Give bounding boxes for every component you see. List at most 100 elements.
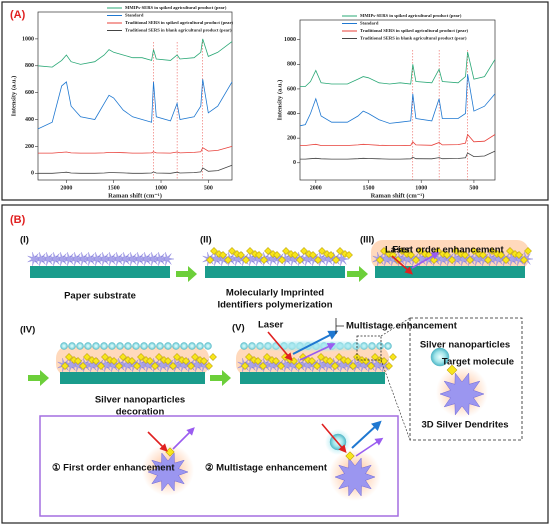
molecule (318, 247, 326, 255)
dendrite (104, 252, 119, 266)
dendrite (97, 252, 112, 266)
nanoparticle (100, 342, 108, 350)
x-axis-label: Raman shift (cm⁻¹) (108, 192, 162, 199)
molecule (137, 353, 145, 361)
spectrum (38, 146, 233, 154)
y-tick-label: 400 (25, 117, 34, 123)
panel-label: (B) (10, 214, 26, 226)
molecule (371, 353, 379, 361)
nanoparticle (188, 342, 196, 350)
spectrum (38, 164, 233, 174)
spectrum (300, 133, 496, 146)
x-tick-label: 500 (469, 185, 478, 191)
molecule (219, 251, 227, 259)
molecule (254, 357, 262, 365)
dendrite (111, 252, 126, 266)
molecule (277, 362, 285, 370)
label: Multistage enhancement (346, 321, 458, 332)
plot-frame (299, 19, 496, 181)
nanoparticle (196, 342, 204, 350)
caption: Silver nanoparticles (95, 395, 185, 406)
nanoparticle (204, 342, 212, 350)
step-label: (II) (200, 235, 212, 246)
nanoparticle (140, 342, 148, 350)
nanoparticle (116, 342, 124, 350)
molecule (300, 247, 308, 255)
dendrite (76, 252, 91, 266)
step-label: (I) (20, 235, 29, 246)
substrate (375, 266, 525, 278)
molecule (97, 362, 105, 370)
process-arrow (28, 370, 49, 386)
legend-label: Traditional SERS in blank agricultural p… (360, 36, 467, 41)
x-tick-label: 1500 (363, 185, 375, 191)
spectrum (299, 74, 496, 127)
spectrum (300, 51, 496, 87)
label: Silver nanoparticles (420, 340, 510, 351)
diagram-text: (I) (II) (III) (IV) (V) Paper substrate … (20, 235, 514, 474)
dendrite (160, 252, 175, 266)
x-axis-label: Raman shift (cm⁻¹) (371, 192, 425, 199)
nanoparticle (108, 342, 116, 350)
molecule (205, 362, 213, 370)
molecule (101, 353, 109, 361)
dendrite (147, 452, 189, 492)
x-tick-label: 2000 (60, 185, 72, 191)
molecule (241, 362, 249, 370)
molecule (210, 247, 218, 255)
molecule (255, 251, 263, 259)
dendrite (118, 252, 133, 266)
molecule (309, 251, 317, 259)
x-tick-label: 2000 (310, 185, 322, 191)
molecule (164, 357, 172, 365)
molecule (389, 353, 397, 361)
process-arrow (210, 370, 231, 386)
molecule (314, 256, 322, 264)
molecule (380, 357, 388, 365)
molecule (92, 357, 100, 365)
legend-box (39, 415, 399, 517)
nanoparticle (92, 342, 100, 350)
legend-label: Traditional SERS in blank agricultural p… (125, 28, 232, 33)
substrate (30, 266, 170, 278)
arrow (351, 420, 382, 449)
nanoparticle (68, 342, 76, 350)
zoom-lines (380, 317, 411, 441)
molecule (367, 362, 375, 370)
nanoparticle (180, 342, 188, 350)
molecule (133, 362, 141, 370)
dendrite (146, 252, 161, 266)
molecule (259, 362, 267, 370)
y-tick-label: 800 (287, 62, 296, 68)
y-tick-label: 200 (287, 136, 296, 142)
nanoparticle (84, 342, 92, 350)
x-tick-label: 1000 (155, 185, 167, 191)
dendrite (477, 252, 492, 266)
molecule (398, 247, 406, 255)
molecule (515, 251, 523, 259)
dendrite (334, 457, 376, 497)
zoom-box (356, 335, 382, 361)
molecule (115, 362, 123, 370)
molecule (272, 357, 280, 365)
y-tick-label: 600 (287, 86, 296, 92)
molecule (394, 256, 402, 264)
molecule (452, 247, 460, 255)
molecule (446, 364, 458, 376)
caption: Molecularly Imprinted (226, 288, 324, 299)
molecule (206, 256, 214, 264)
molecule (385, 362, 393, 370)
molecule (308, 357, 316, 365)
molecule (128, 357, 136, 365)
dendrite (132, 252, 147, 266)
dendrite (139, 252, 154, 266)
legend-item: ② Multistage enhancement (205, 463, 328, 474)
substrate (240, 372, 385, 384)
panel-a-frame (1, 1, 549, 201)
molecule (524, 247, 532, 255)
molecule (237, 251, 245, 259)
molecule (470, 247, 478, 255)
substrate (60, 372, 205, 384)
